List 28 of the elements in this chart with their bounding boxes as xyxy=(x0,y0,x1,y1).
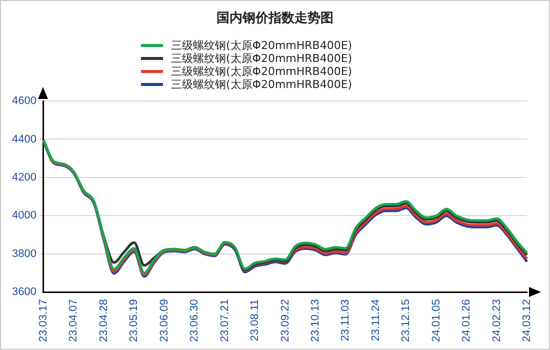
x-tick-label: 23.06.30 xyxy=(188,299,201,342)
y-tick-label: 4000 xyxy=(12,210,36,222)
legend-label: 三级螺纹钢(太原Φ20mmHRB400E) xyxy=(171,78,352,91)
x-tick-label: 23.05.19 xyxy=(128,299,140,342)
x-tick-label: 23.09.22 xyxy=(279,299,292,342)
x-tick-label: 24.01.26 xyxy=(460,299,473,342)
x-tick-label: 23.03.17 xyxy=(38,299,50,342)
y-tick-label: 4200 xyxy=(12,172,36,184)
legend-label: 三级螺纹钢(太原Φ20mmHRB400E) xyxy=(171,52,352,65)
chart-title: 国内钢价指数走势图 xyxy=(216,10,334,27)
x-tick-label: 23.10.13 xyxy=(309,299,322,342)
y-tick-label: 3600 xyxy=(12,286,36,298)
x-tick-label: 24.03.12 xyxy=(521,299,534,342)
x-tick-label: 23.11.03 xyxy=(340,299,352,342)
x-tick-label: 23.11.24 xyxy=(370,299,382,342)
y-tick-label: 4400 xyxy=(12,133,36,146)
y-tick-label: 4600 xyxy=(12,95,36,108)
legend-label: 三级螺纹钢(太原Φ20mmHRB400E) xyxy=(171,39,352,52)
y-tick-label: 3800 xyxy=(12,248,36,260)
x-tick-label: 23.08.11 xyxy=(249,299,262,342)
x-tick-label: 23.12.15 xyxy=(400,299,412,342)
x-tick-label: 23.04.28 xyxy=(98,299,110,342)
x-tick-label: 24.01.05 xyxy=(430,299,442,342)
x-tick-label: 23.07.21 xyxy=(218,299,231,342)
x-tick-label: 23.04.07 xyxy=(68,299,80,342)
legend-label: 三级螺纹钢(太原Φ20mmHRB400E) xyxy=(171,65,352,78)
x-tick-label: 24.02.23 xyxy=(490,299,503,342)
x-tick-label: 23.06.09 xyxy=(158,299,170,342)
